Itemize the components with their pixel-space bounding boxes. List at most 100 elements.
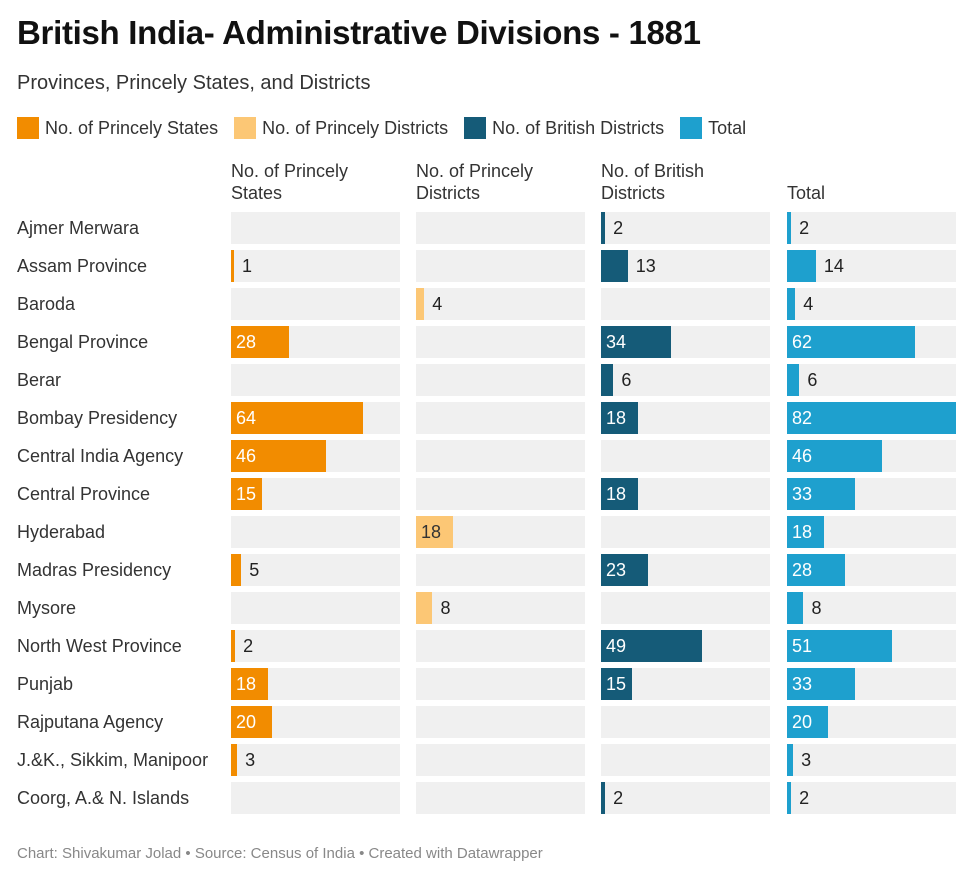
cell-background	[416, 554, 585, 586]
column-header: No. of British Districts	[601, 161, 705, 203]
row-label: Central Province	[17, 484, 151, 504]
cell-background	[231, 592, 400, 624]
bar	[787, 364, 800, 396]
bar	[787, 288, 796, 320]
data-label: 2	[243, 636, 254, 656]
data-label: 46	[792, 446, 813, 466]
cell-background	[416, 782, 585, 814]
bar	[787, 402, 956, 434]
bar	[231, 250, 234, 282]
cell-background	[787, 364, 956, 396]
legend-swatch	[17, 117, 39, 139]
cell-background	[416, 250, 585, 282]
cell-background	[231, 630, 400, 662]
bar	[787, 250, 816, 282]
cell-background	[416, 288, 585, 320]
cell-background	[416, 592, 585, 624]
cell-background	[416, 630, 585, 662]
row-label: Bombay Presidency	[17, 408, 178, 428]
cell-background	[601, 250, 770, 282]
bar	[601, 250, 628, 282]
row-label: Assam Province	[17, 256, 148, 276]
legend-label: Total	[708, 117, 747, 138]
cell-background	[416, 668, 585, 700]
bar	[787, 744, 794, 776]
bar	[787, 782, 792, 814]
cell-background	[231, 554, 400, 586]
cell-background	[601, 440, 770, 472]
data-label: 1	[242, 256, 253, 276]
bar	[601, 402, 639, 434]
legend-item: Total	[680, 117, 746, 139]
legend-label: No. of Princely Districts	[262, 117, 449, 138]
data-label: 23	[606, 560, 627, 580]
data-label: 20	[792, 712, 813, 732]
chart-subtitle: Provinces, Princely States, and District…	[17, 72, 371, 94]
cell-background	[231, 288, 400, 320]
data-label: 15	[236, 484, 257, 504]
bar	[787, 706, 829, 738]
cell-background	[231, 364, 400, 396]
data-label: 15	[606, 674, 627, 694]
bar	[601, 326, 672, 358]
bar	[231, 326, 289, 358]
row-label: Madras Presidency	[17, 560, 172, 580]
bar	[601, 364, 614, 396]
cell-background	[231, 744, 400, 776]
cell-background	[231, 782, 400, 814]
data-label: 18	[421, 522, 442, 542]
data-label: 49	[606, 636, 627, 656]
cell-background	[416, 364, 585, 396]
row-label: Rajputana Agency	[17, 712, 164, 732]
data-label: 6	[621, 370, 632, 390]
row-label: Coorg, A.& N. Islands	[17, 788, 190, 808]
data-label: 62	[792, 332, 813, 352]
data-label: 28	[792, 560, 813, 580]
data-label: 82	[792, 408, 813, 428]
cell-background	[416, 402, 585, 434]
bar	[416, 592, 433, 624]
row-label: J.&K., Sikkim, Manipoor	[17, 750, 209, 770]
bar	[231, 440, 326, 472]
row-label: Hyderabad	[17, 522, 106, 542]
legend-swatch	[464, 117, 487, 139]
cell-background	[416, 326, 585, 358]
data-label: 18	[236, 674, 257, 694]
cell-background	[601, 288, 770, 320]
data-label: 8	[440, 598, 451, 618]
row-label: Baroda	[17, 294, 76, 314]
data-label: 33	[792, 674, 813, 694]
bar	[231, 554, 242, 586]
cell-background	[601, 516, 770, 548]
cell-background	[231, 516, 400, 548]
data-label: 2	[799, 788, 810, 808]
bar	[231, 402, 363, 434]
cell-background	[416, 478, 585, 510]
cell-background	[601, 782, 770, 814]
data-label: 51	[792, 636, 813, 656]
data-label: 18	[792, 522, 813, 542]
legend: No. of Princely States No. of Princely Di…	[17, 116, 762, 140]
data-label: 4	[432, 294, 443, 314]
data-label: 4	[803, 294, 814, 314]
data-label: 14	[823, 256, 844, 276]
data-label: 2	[613, 218, 624, 238]
legend-swatch	[234, 117, 257, 139]
data-label: 34	[606, 332, 627, 352]
data-label: 3	[801, 750, 812, 770]
column-header: No. of Princely Districts	[416, 161, 534, 203]
cell-background	[601, 212, 770, 244]
bar	[787, 478, 855, 510]
cell-background	[787, 744, 956, 776]
row-label: Berar	[17, 370, 62, 390]
bar	[231, 668, 269, 700]
legend-swatch	[680, 117, 703, 139]
data-label: 2	[799, 218, 810, 238]
row-label: Central India Agency	[17, 446, 184, 466]
bar	[787, 554, 845, 586]
cell-background	[601, 706, 770, 738]
data-label: 3	[245, 750, 256, 770]
data-label: 13	[635, 256, 656, 276]
bar	[416, 288, 425, 320]
bar	[601, 212, 606, 244]
